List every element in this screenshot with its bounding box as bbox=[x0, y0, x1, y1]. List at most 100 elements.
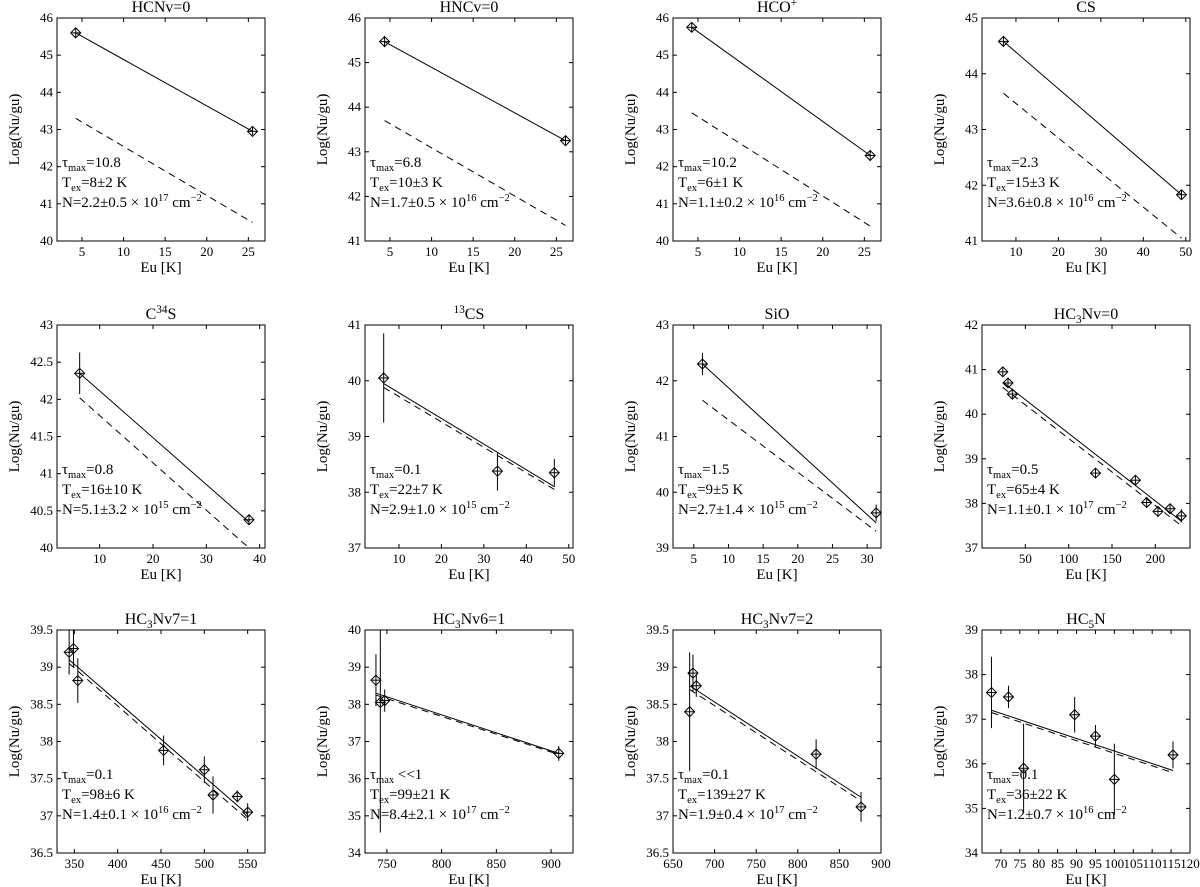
data-point bbox=[548, 458, 561, 487]
x-tick-label: 25 bbox=[858, 244, 871, 259]
x-tick-label: 350 bbox=[65, 856, 85, 871]
diamond-marker bbox=[687, 667, 699, 679]
fit-annotation: Tex=99±21 K bbox=[370, 787, 451, 806]
y-tick-label: 34 bbox=[965, 845, 979, 860]
fit-annotation: τmax=10.8 bbox=[62, 155, 121, 174]
x-tick-label: 5 bbox=[79, 244, 86, 259]
diamond-marker bbox=[690, 680, 703, 692]
fit-line-dashed bbox=[991, 712, 1174, 774]
x-tick-label: 25 bbox=[550, 244, 563, 259]
data-point bbox=[378, 35, 391, 48]
data-point bbox=[491, 451, 504, 491]
data-point bbox=[157, 735, 170, 766]
x-tick-label: 100 bbox=[1059, 551, 1079, 566]
x-tick-label: 30 bbox=[477, 551, 490, 566]
chart-panel-11: HC3Nv7=2 650 700 750 800 850 900 36.5 37 37.5 38 38… bbox=[623, 611, 891, 887]
x-tick-label: 40 bbox=[253, 551, 266, 566]
diamond-marker bbox=[1006, 388, 1019, 400]
data-point bbox=[1002, 685, 1015, 709]
data-point bbox=[1006, 388, 1019, 400]
x-axis-label: Eu [K] bbox=[448, 872, 489, 887]
fit-annotation: N=1.1±0.1 × 1017 cm−2 bbox=[987, 500, 1127, 518]
x-tick-label: 100 bbox=[1105, 856, 1125, 871]
x-tick-label: 95 bbox=[1089, 856, 1102, 871]
x-tick-label: 450 bbox=[151, 856, 171, 871]
y-tick-label: 42 bbox=[40, 159, 53, 174]
data-point bbox=[73, 352, 86, 395]
diamond-marker bbox=[1068, 709, 1081, 721]
y-tick-label: 39 bbox=[40, 659, 53, 674]
x-tick-label: 105 bbox=[1124, 856, 1144, 871]
x-tick-label: 15 bbox=[467, 244, 480, 259]
fit-line-solid bbox=[991, 709, 1174, 771]
chart-title: HC3Nv7=1 bbox=[125, 611, 197, 631]
x-tick-label: 5 bbox=[695, 244, 702, 259]
diamond-marker bbox=[198, 764, 211, 776]
fit-annotation: N=1.7±0.5 × 1016 cm−2 bbox=[370, 193, 510, 211]
diamond-marker bbox=[1175, 189, 1188, 201]
y-tick-label: 39 bbox=[348, 429, 361, 444]
diamond-marker bbox=[378, 35, 391, 48]
x-tick-label: 150 bbox=[1102, 551, 1122, 566]
fit-line-solid bbox=[384, 41, 566, 142]
x-tick-label: 5 bbox=[691, 551, 698, 566]
x-tick-label: 30 bbox=[1094, 244, 1107, 259]
y-tick-label: 36 bbox=[965, 756, 979, 771]
x-tick-label: 25 bbox=[826, 551, 839, 566]
plot-frame bbox=[981, 629, 1191, 854]
x-tick-label: 40 bbox=[1137, 244, 1150, 259]
diamond-marker bbox=[243, 514, 255, 526]
fit-annotation: Tex=139±27 K bbox=[678, 787, 766, 806]
data-point bbox=[997, 366, 1009, 378]
fit-line-solid bbox=[68, 659, 248, 815]
chart-title: HCNv=0 bbox=[132, 0, 191, 16]
y-tick-label: 41 bbox=[965, 362, 978, 377]
fit-annotation: τmax=10.2 bbox=[678, 155, 737, 174]
diamond-marker bbox=[1017, 762, 1030, 774]
diamond-marker bbox=[72, 674, 84, 687]
data-point bbox=[231, 790, 243, 803]
y-tick-label: 37.5 bbox=[646, 771, 669, 786]
diamond-marker bbox=[855, 801, 867, 813]
data-point bbox=[1175, 189, 1188, 201]
diamond-marker bbox=[1089, 467, 1102, 479]
diamond-marker bbox=[1140, 496, 1153, 509]
diamond-marker bbox=[67, 642, 80, 655]
y-tick-label: 37 bbox=[965, 711, 979, 726]
diamond-marker bbox=[1108, 773, 1121, 786]
x-axis-label: Eu [K] bbox=[140, 872, 181, 887]
y-axis-label: Log(Nu/gu) bbox=[7, 401, 23, 473]
y-tick-label: 44 bbox=[40, 84, 54, 99]
fit-line-dashed bbox=[75, 117, 253, 223]
x-tick-label: 90 bbox=[1070, 856, 1083, 871]
x-tick-label: 650 bbox=[663, 856, 683, 871]
y-tick-label: 38 bbox=[965, 495, 978, 510]
x-tick-label: 10 bbox=[722, 551, 735, 566]
chart-panel-6: 13CS 10 20 30 40 50 37 38 39 40 41 Eu [K] Log(Nu/gu)… bbox=[315, 304, 575, 583]
x-axis-label: Eu [K] bbox=[1065, 567, 1106, 583]
x-tick-label: 850 bbox=[487, 856, 507, 871]
diamond-marker bbox=[985, 686, 998, 699]
y-tick-label: 40 bbox=[965, 406, 978, 421]
x-tick-label: 750 bbox=[746, 856, 766, 871]
diamond-marker bbox=[378, 694, 391, 707]
chart-panel-3: HCO+ 5 10 15 20 25 40 41 42 43 44 45 46 Eu [K] Log(Nu/… bbox=[623, 0, 882, 276]
diamond-marker bbox=[696, 358, 709, 370]
x-tick-label: 20 bbox=[508, 244, 521, 259]
y-tick-label: 43 bbox=[656, 317, 669, 332]
y-tick-label: 46 bbox=[40, 10, 54, 25]
y-tick-label: 40 bbox=[348, 373, 361, 388]
x-tick-label: 550 bbox=[238, 856, 258, 871]
x-tick-label: 900 bbox=[541, 856, 561, 871]
data-point bbox=[686, 21, 698, 33]
diamond-marker bbox=[553, 747, 565, 760]
fit-line-solid bbox=[75, 32, 253, 132]
x-tick-label: 15 bbox=[775, 244, 788, 259]
y-tick-label: 42 bbox=[656, 373, 669, 388]
y-tick-label: 37 bbox=[348, 540, 362, 555]
y-tick-label: 45 bbox=[656, 47, 669, 62]
y-tick-label: 44 bbox=[656, 84, 670, 99]
x-axis-label: Eu [K] bbox=[756, 260, 797, 276]
x-tick-label: 20 bbox=[791, 551, 804, 566]
fit-line-dashed bbox=[384, 120, 566, 226]
